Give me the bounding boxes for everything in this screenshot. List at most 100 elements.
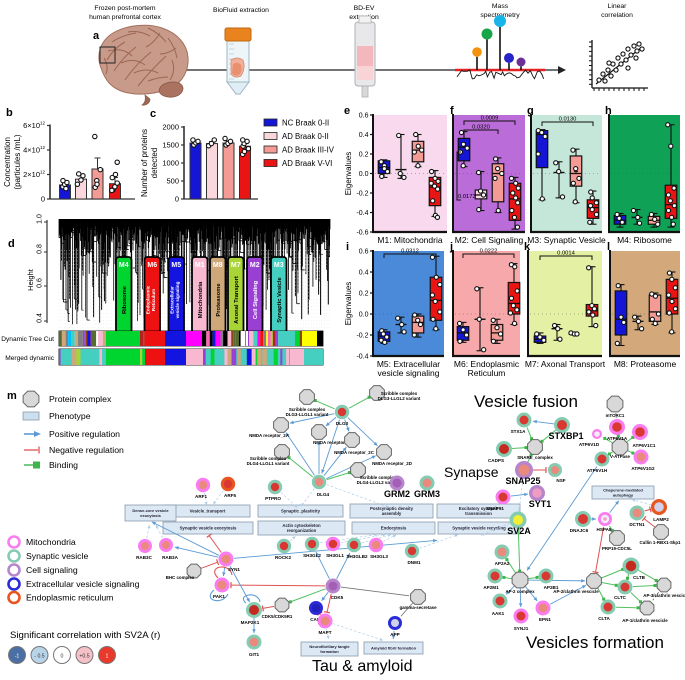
svg-text:reorganization: reorganization <box>287 528 317 533</box>
svg-text:SYN1: SYN1 <box>228 567 240 572</box>
svg-text:NSF: NSF <box>556 478 565 483</box>
svg-text:1000: 1000 <box>162 159 179 168</box>
svg-text:0.6: 0.6 <box>359 249 369 256</box>
svg-text:- 0.5: - 0.5 <box>34 654 44 660</box>
svg-text:RAB3C: RAB3C <box>136 555 153 560</box>
svg-text:M8: Proteasome: M8: Proteasome <box>614 359 677 369</box>
svg-text:SNAP25: SNAP25 <box>505 476 540 486</box>
svg-text:Reticulum: Reticulum <box>468 368 506 378</box>
svg-text:SH3GL2: SH3GL2 <box>303 553 321 558</box>
svg-text:0: 0 <box>175 195 179 204</box>
svg-text:AD Braak 0-II: AD Braak 0-II <box>282 132 329 141</box>
svg-text:ATP6V1D: ATP6V1D <box>579 442 600 447</box>
svg-text:M1: M1 <box>195 262 205 269</box>
svg-text:Frozen post-mortem: Frozen post-mortem <box>94 5 156 12</box>
svg-text:AP2B1: AP2B1 <box>544 585 559 590</box>
svg-text:DLG3-LLGL2 variant: DLG3-LLGL2 variant <box>378 396 421 401</box>
svg-text:DNM1: DNM1 <box>407 560 420 565</box>
svg-text:-0.4: -0.4 <box>356 354 368 361</box>
svg-text:12: 12 <box>40 170 46 175</box>
svg-text:MAPT: MAPT <box>318 630 331 635</box>
svg-text:2000: 2000 <box>162 123 179 132</box>
svg-text:Height: Height <box>26 268 35 291</box>
svg-text:-0.4: -0.4 <box>356 210 368 217</box>
svg-text:GRM2: GRM2 <box>384 489 410 499</box>
svg-text:Synaptic vesicle exocytosis: Synaptic vesicle exocytosis <box>180 526 237 531</box>
svg-text:-0.2: -0.2 <box>356 191 368 198</box>
svg-text:SH3GLB2: SH3GLB2 <box>346 554 368 559</box>
svg-text:Eigenvalues: Eigenvalues <box>344 152 353 196</box>
svg-text:formation: formation <box>320 649 339 654</box>
svg-text:exocytosis: exocytosis <box>140 513 161 518</box>
svg-text:M4: Ribosome: M4: Ribosome <box>617 235 672 245</box>
svg-text:AP2M1: AP2M1 <box>483 585 499 590</box>
svg-text:1.0: 1.0 <box>37 214 44 224</box>
svg-text:Mass: Mass <box>492 3 509 10</box>
svg-text:M8: M8 <box>213 262 223 269</box>
svg-text:0.0312: 0.0312 <box>401 249 419 255</box>
svg-text:SH3GL3: SH3GL3 <box>370 554 388 559</box>
svg-text:ATP6V1A: ATP6V1A <box>607 436 628 441</box>
svg-text:0.0130: 0.0130 <box>559 117 577 123</box>
svg-text:CLTA: CLTA <box>598 616 610 621</box>
svg-text:human prefrontal cortex: human prefrontal cortex <box>89 14 161 21</box>
svg-text:Synaptic_plasticity: Synaptic_plasticity <box>281 509 321 514</box>
svg-text:0: 0 <box>61 654 64 660</box>
svg-text:e: e <box>344 105 350 117</box>
svg-text:BHC complex: BHC complex <box>166 575 195 580</box>
svg-text:CLTC: CLTC <box>614 595 627 600</box>
svg-text:ATP6V1G2: ATP6V1G2 <box>631 466 655 471</box>
svg-text:EPN1: EPN1 <box>539 617 551 622</box>
svg-text:M2: Cell Signaling: M2: Cell Signaling <box>455 235 524 245</box>
svg-text:AP2A2: AP2A2 <box>495 561 510 566</box>
svg-text:4×10: 4×10 <box>23 146 40 155</box>
svg-text:DLG4-LLGL1 variant: DLG4-LLGL1 variant <box>247 461 290 466</box>
svg-text:M7: Axonal Transport: M7: Axonal Transport <box>525 359 606 369</box>
svg-text:0.0009: 0.0009 <box>481 116 499 122</box>
svg-text:Negative regulation: Negative regulation <box>49 445 124 455</box>
svg-text:Cullin 1-RBX1-Skp1: Cullin 1-RBX1-Skp1 <box>640 540 682 545</box>
svg-text:CDK5/CDK5R1: CDK5/CDK5R1 <box>262 614 293 619</box>
svg-text:1: 1 <box>106 654 109 660</box>
svg-text:transmission: transmission <box>465 511 492 516</box>
svg-text:AD Braak III-IV: AD Braak III-IV <box>282 145 335 154</box>
svg-text:Cell Signaling: Cell Signaling <box>253 280 259 319</box>
svg-text:0.4: 0.4 <box>359 270 369 277</box>
svg-text:SNARE_complex: SNARE_complex <box>517 455 553 460</box>
svg-text:0.0173: 0.0173 <box>458 194 476 200</box>
svg-text:AD Braak V-VI: AD Braak V-VI <box>282 159 332 168</box>
svg-text:0.6: 0.6 <box>359 113 369 120</box>
svg-text:Extracellular vesicle signalin: Extracellular vesicle signaling <box>26 579 140 589</box>
svg-text:detected: detected <box>150 148 159 179</box>
svg-text:DCTN1: DCTN1 <box>629 522 645 527</box>
svg-text:Amyloid fibril formation: Amyloid fibril formation <box>371 646 417 651</box>
svg-text:autophagy: autophagy <box>613 493 634 498</box>
svg-text:SNAP91: SNAP91 <box>486 506 504 511</box>
svg-text:PAK1: PAK1 <box>213 594 225 599</box>
svg-text:Axonal Transport: Axonal Transport <box>234 276 240 324</box>
svg-text:APP: APP <box>390 632 399 637</box>
svg-text:0.4: 0.4 <box>37 313 44 323</box>
svg-text:LAMP2: LAMP2 <box>653 517 669 522</box>
svg-text:0.0: 0.0 <box>359 171 369 178</box>
svg-text:DLG3-LLGL1 variant: DLG3-LLGL1 variant <box>286 412 329 417</box>
svg-text:SH3GL1: SH3GL1 <box>326 553 344 558</box>
svg-text:Dynamic Tree Cut: Dynamic Tree Cut <box>1 336 54 343</box>
svg-text:Concentration: Concentration <box>3 137 12 187</box>
svg-text:M5: M5 <box>171 262 181 269</box>
svg-text:HSPA8: HSPA8 <box>597 527 612 532</box>
svg-text:BioFluid extraction: BioFluid extraction <box>213 7 269 14</box>
svg-text:M3: M3 <box>274 262 284 269</box>
svg-text:vesicle signaling: vesicle signaling <box>378 368 440 378</box>
svg-text:Endoplasmic reticulum: Endoplasmic reticulum <box>26 593 113 603</box>
svg-text:m: m <box>7 390 17 402</box>
svg-text:AP-3/clathrin vescicle: AP-3/clathrin vescicle <box>643 593 685 598</box>
svg-text:CLTB: CLTB <box>633 575 646 580</box>
svg-text:Number of proteins: Number of proteins <box>140 129 149 197</box>
svg-text:STX1A: STX1A <box>511 429 526 434</box>
svg-text:1500: 1500 <box>162 141 179 150</box>
svg-text:-0.6: -0.6 <box>356 230 368 237</box>
svg-text:M1: Mitochondria: M1: Mitochondria <box>377 235 442 245</box>
svg-text:Merged dynamic: Merged dynamic <box>5 355 54 362</box>
svg-text:mTORC1: mTORC1 <box>606 413 625 418</box>
